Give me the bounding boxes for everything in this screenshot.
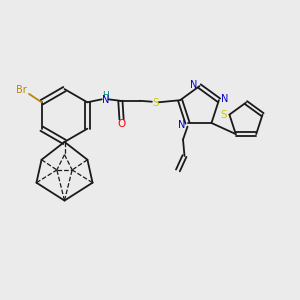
Text: Br: Br (16, 85, 27, 95)
Text: N: N (220, 94, 228, 104)
Text: H: H (102, 91, 109, 100)
Text: N: N (190, 80, 198, 90)
Text: S: S (153, 98, 159, 109)
Text: O: O (117, 119, 125, 129)
Text: N: N (178, 119, 186, 130)
Text: S: S (221, 110, 227, 120)
Text: N: N (102, 95, 110, 105)
